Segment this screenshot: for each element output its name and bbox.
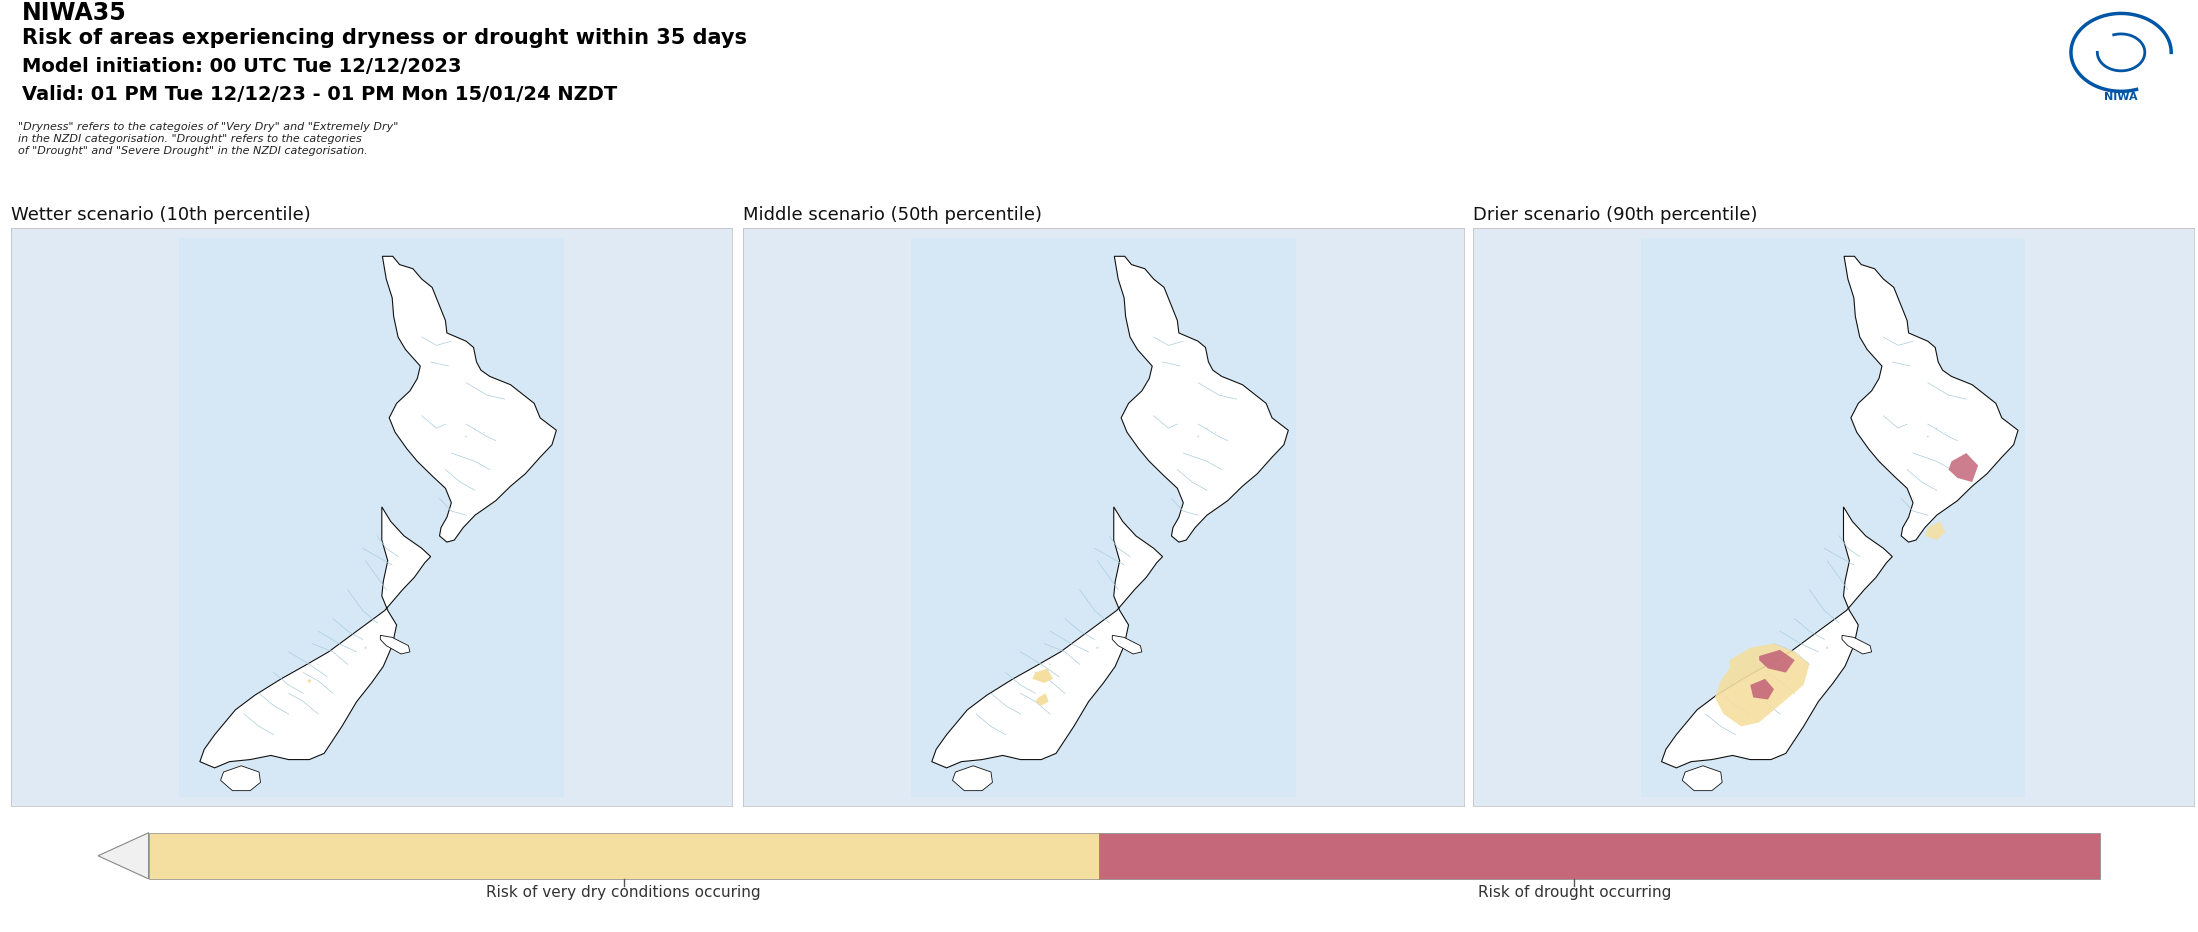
Text: Risk of areas experiencing dryness or drought within 35 days: Risk of areas experiencing dryness or dr… xyxy=(22,28,747,48)
Polygon shape xyxy=(1844,256,2018,542)
Polygon shape xyxy=(1925,521,1945,540)
Polygon shape xyxy=(1033,668,1053,683)
Text: Risk of very dry conditions occuring: Risk of very dry conditions occuring xyxy=(486,884,761,900)
Polygon shape xyxy=(1112,636,1141,654)
Text: Wetter scenario (10th percentile): Wetter scenario (10th percentile) xyxy=(11,206,310,224)
Polygon shape xyxy=(1758,650,1796,673)
Polygon shape xyxy=(1035,693,1048,706)
Polygon shape xyxy=(200,507,431,768)
Text: NIWA: NIWA xyxy=(2103,91,2139,102)
Polygon shape xyxy=(1114,256,1288,542)
Polygon shape xyxy=(382,256,556,542)
Text: NIWA35: NIWA35 xyxy=(22,1,125,25)
Polygon shape xyxy=(1681,766,1723,790)
Text: "Dryness" refers to the categoies of "Very Dry" and "Extremely Dry"
in the NZDI : "Dryness" refers to the categoies of "Ve… xyxy=(18,122,398,156)
Text: Model initiation: 00 UTC Tue 12/12/2023: Model initiation: 00 UTC Tue 12/12/2023 xyxy=(22,57,462,75)
Bar xyxy=(149,833,1099,879)
Polygon shape xyxy=(1750,678,1774,700)
Text: Middle scenario (50th percentile): Middle scenario (50th percentile) xyxy=(743,206,1042,224)
Polygon shape xyxy=(220,766,262,790)
Polygon shape xyxy=(1947,453,1978,482)
Text: Risk of drought occurring: Risk of drought occurring xyxy=(1477,884,1670,900)
Text: Drier scenario (90th percentile): Drier scenario (90th percentile) xyxy=(1473,206,1756,224)
Polygon shape xyxy=(99,833,149,879)
Polygon shape xyxy=(380,636,409,654)
Polygon shape xyxy=(952,766,993,790)
Bar xyxy=(1099,833,2099,879)
Polygon shape xyxy=(932,507,1163,768)
Polygon shape xyxy=(1662,507,1892,768)
Ellipse shape xyxy=(308,679,312,682)
Text: Valid: 01 PM Tue 12/12/23 - 01 PM Mon 15/01/24 NZDT: Valid: 01 PM Tue 12/12/23 - 01 PM Mon 15… xyxy=(22,85,618,103)
Polygon shape xyxy=(1714,644,1809,726)
Polygon shape xyxy=(1842,636,1870,654)
